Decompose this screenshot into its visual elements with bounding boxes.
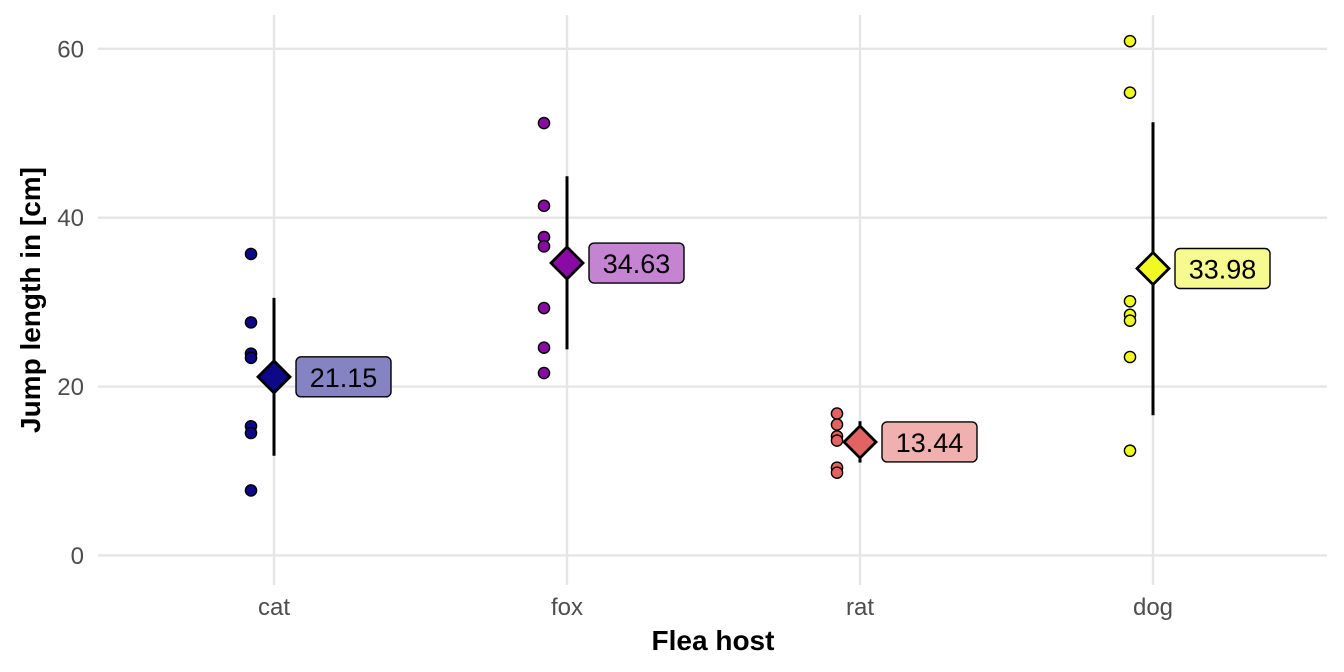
data-point-rat-4 [830,434,844,447]
mean-label-box-fox [588,242,685,284]
x-tick-label-cat: cat [258,594,290,621]
y-tick-label-40: 40 [57,205,84,232]
grid-lines [98,15,1327,585]
data-point-dog-6 [1123,350,1137,364]
plot-marks: 21.15 34.63 13.44 33.98 [244,34,1271,497]
mean-label-box-dog [1174,247,1271,290]
data-point-fox-1 [537,116,551,130]
series-cat: 21.15 [244,247,392,497]
data-point-cat-6 [244,426,258,440]
series-fox: 34.63 [537,116,685,380]
data-point-dog-1 [1123,34,1137,48]
y-tick-label-0: 0 [71,543,84,570]
data-point-rat-6 [830,466,844,479]
data-point-dog-2 [1123,86,1137,99]
x-tick-label-dog: dog [1133,594,1173,621]
mean-marker-dog [1135,250,1171,287]
y-tick-label-20: 20 [57,374,84,401]
mean-label-dog: 33.98 [1189,255,1257,285]
data-point-cat-2 [244,316,258,329]
data-point-dog-5 [1123,314,1137,327]
data-point-fox-7 [537,366,551,380]
data-point-fox-5 [537,301,551,315]
mean-label-fox: 34.63 [603,249,671,279]
x-axis-title: Flea host [652,625,775,656]
data-point-cat-4 [244,351,258,365]
series-rat: 13.44 [830,407,978,479]
data-point-cat-7 [244,484,258,497]
x-tick-label-rat: rat [846,594,874,621]
mean-label-cat: 21.15 [310,363,378,393]
data-point-rat-2 [830,418,844,431]
data-point-dog-3 [1123,294,1137,308]
x-axis-tick-labels: cat fox rat dog [258,594,1173,621]
mean-marker-cat [256,358,292,395]
data-point-fox-6 [537,341,551,355]
mean-marker-rat [842,423,878,460]
data-point-dog-7 [1123,444,1137,458]
y-axis-title: Jump length in [cm] [15,167,46,433]
data-point-cat-1 [244,247,258,261]
mean-label-box-cat [295,356,392,398]
mean-label-rat: 13.44 [896,428,964,458]
series-dog: 33.98 [1123,34,1271,458]
data-point-rat-1 [830,407,844,420]
x-tick-label-fox: fox [551,594,583,621]
mean-label-box-rat [881,421,978,463]
data-point-fox-4 [537,240,551,253]
y-tick-label-60: 60 [57,36,84,63]
mean-marker-fox [549,245,585,281]
y-axis-tick-labels: 0 20 40 60 [57,36,84,570]
data-point-fox-2 [537,199,551,213]
